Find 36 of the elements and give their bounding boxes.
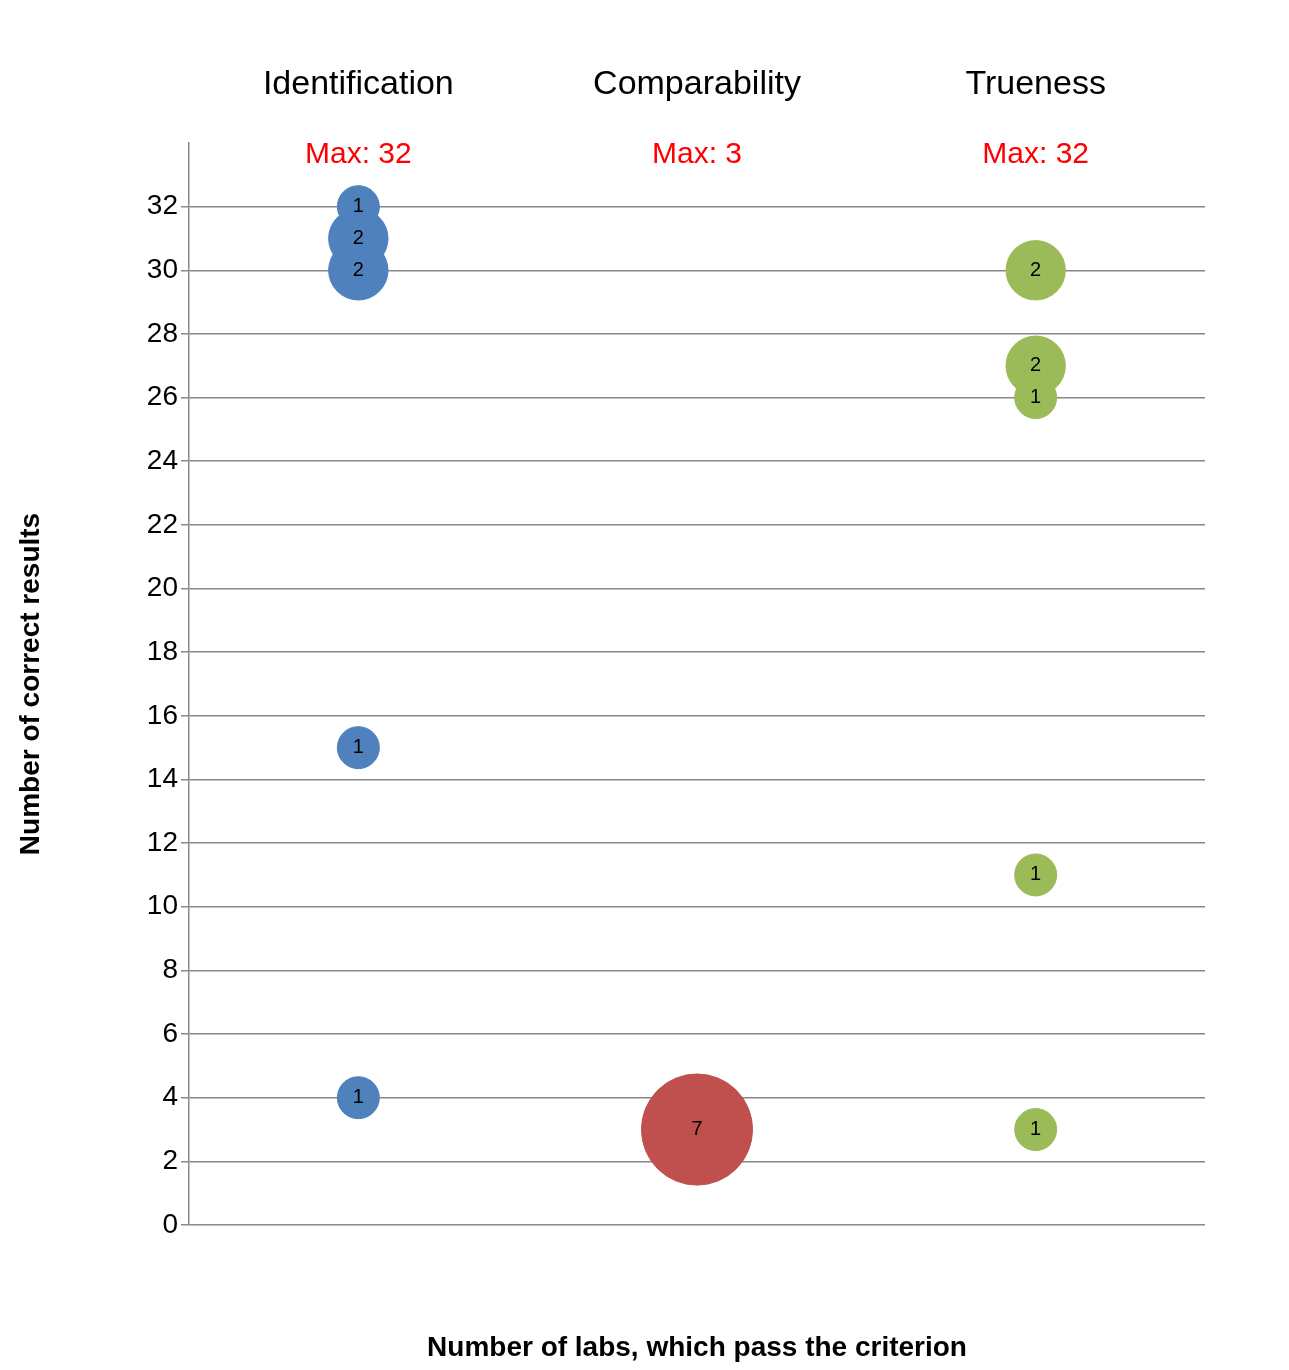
y-tick-label: 8 bbox=[162, 953, 178, 985]
x-tick-label: Trueness bbox=[965, 62, 1106, 101]
y-tick-label: 30 bbox=[146, 253, 178, 285]
x-axis-title: Number of labs, which pass the criterion bbox=[427, 1330, 967, 1362]
data-label: 7 bbox=[691, 1117, 703, 1140]
y-tick-label: 2 bbox=[162, 1144, 178, 1176]
data-label: 2 bbox=[352, 257, 364, 280]
annotation: Max: 3 bbox=[651, 136, 743, 170]
y-tick-label: 16 bbox=[146, 698, 178, 730]
y-tick-label: 18 bbox=[146, 634, 178, 666]
y-tick-label: 14 bbox=[146, 762, 178, 794]
data-label: 1 bbox=[1030, 385, 1042, 408]
y-tick-label: 24 bbox=[146, 443, 178, 475]
y-tick-label: 22 bbox=[146, 507, 178, 539]
data-label: 2 bbox=[1030, 353, 1042, 376]
y-axis-title: Number of correct results bbox=[13, 512, 45, 856]
y-tick-label: 32 bbox=[146, 189, 178, 221]
annotation: Max: 32 bbox=[304, 136, 412, 170]
data-label: 2 bbox=[1030, 257, 1042, 280]
y-tick-label: 26 bbox=[146, 380, 178, 412]
data-label: 1 bbox=[352, 735, 364, 758]
data-label: 2 bbox=[352, 225, 364, 248]
data-label: 1 bbox=[1030, 1117, 1042, 1140]
y-tick-label: 28 bbox=[146, 316, 178, 348]
data-label: 1 bbox=[352, 1085, 364, 1108]
y-tick-label: 10 bbox=[146, 889, 178, 921]
y-tick-label: 12 bbox=[146, 825, 178, 857]
x-tick-label: Identification bbox=[262, 62, 454, 101]
data-label: 1 bbox=[1030, 862, 1042, 885]
x-tick-label: Comparability bbox=[593, 62, 801, 101]
annotation: Max: 32 bbox=[982, 136, 1090, 170]
y-tick-label: 0 bbox=[162, 1207, 178, 1239]
y-tick-label: 20 bbox=[146, 571, 178, 603]
y-tick-label: 4 bbox=[162, 1080, 178, 1112]
data-label: 1 bbox=[352, 194, 364, 217]
y-tick-label: 6 bbox=[162, 1016, 178, 1048]
